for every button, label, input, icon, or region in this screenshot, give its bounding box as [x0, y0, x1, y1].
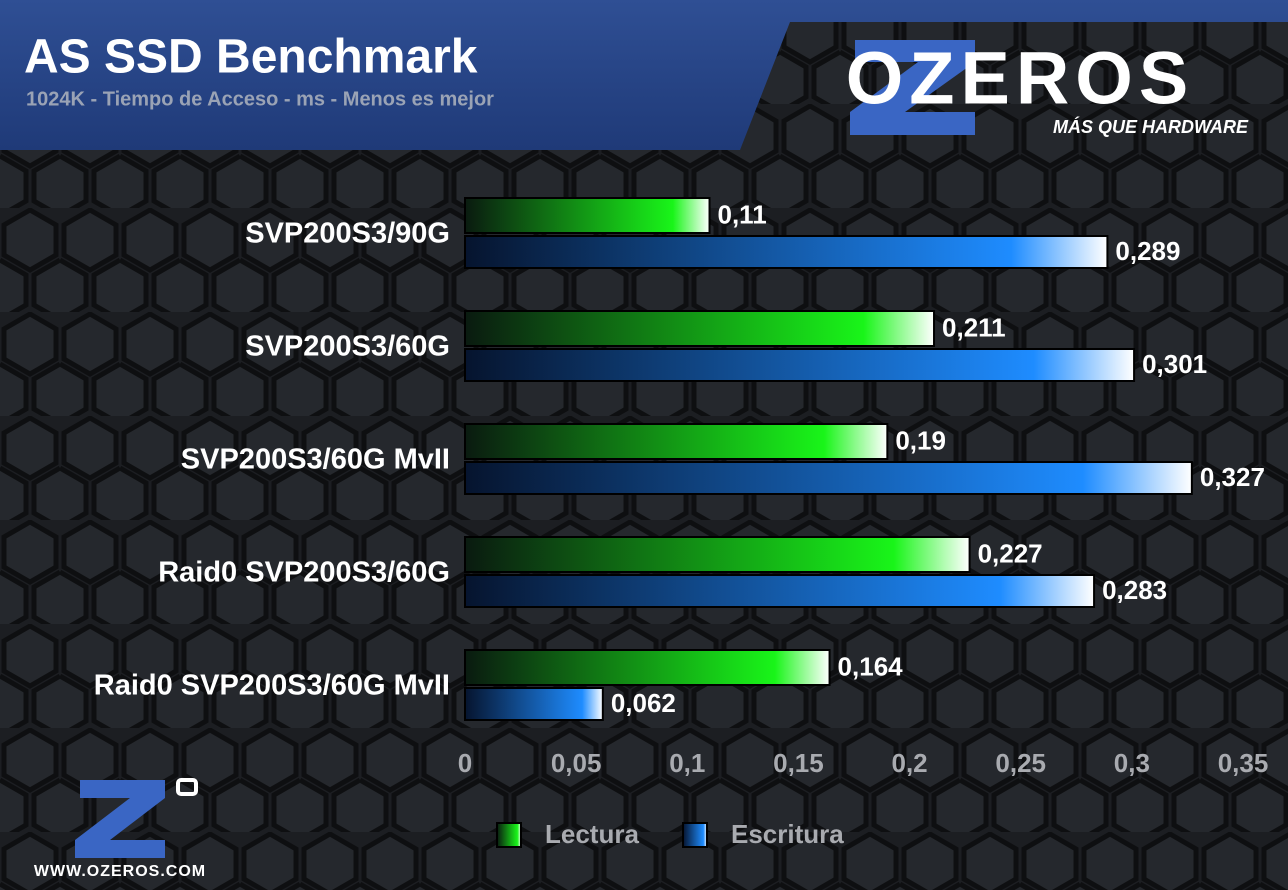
chart-subtitle: 1024K - Tiempo de Acceso - ms - Menos es…	[26, 88, 494, 110]
bar	[464, 461, 1193, 495]
category-label: SVP200S3/60G	[245, 331, 450, 363]
value-label: 0,327	[1200, 462, 1265, 492]
x-tick-label: 0	[458, 748, 472, 778]
category-label: Raid0 SVP200S3/60G MvII	[94, 670, 450, 702]
bar	[464, 348, 1136, 382]
bar	[464, 649, 831, 686]
x-tick-label: 0,25	[995, 748, 1046, 778]
chart-title: AS SSD Benchmark	[24, 31, 478, 84]
category-label: SVP200S3/60G MvII	[181, 444, 450, 476]
category-label: Raid0 SVP200S3/60G	[158, 557, 450, 589]
x-tick-label: 0,15	[773, 748, 824, 778]
bar	[464, 310, 936, 347]
bar	[464, 536, 971, 573]
bar	[464, 197, 711, 234]
legend-swatch	[682, 822, 708, 848]
footer-logo	[75, 780, 165, 858]
value-label: 0,301	[1142, 349, 1207, 379]
x-tick-label: 0,1	[669, 748, 705, 778]
bar	[464, 235, 1109, 269]
legend-swatch	[496, 822, 522, 848]
bar	[464, 574, 1096, 608]
bar	[464, 423, 889, 460]
value-label: 0,227	[978, 538, 1043, 568]
category-label: SVP200S3/90G	[245, 218, 450, 250]
logo-name: OZEROS	[846, 37, 1194, 120]
x-tick-label: 0,05	[551, 748, 602, 778]
value-label: 0,062	[611, 688, 676, 718]
header-band	[0, 0, 1288, 150]
value-label: 0,164	[838, 651, 904, 681]
footer-url: WWW.OZEROS.COM	[34, 863, 206, 880]
logo-z	[850, 40, 975, 135]
x-tick-label: 0,35	[1218, 748, 1269, 778]
logo-tagline: MÁS QUE HARDWARE	[1053, 116, 1249, 137]
footer-logo-dot	[176, 778, 198, 796]
x-tick-label: 0,3	[1114, 748, 1150, 778]
bar	[464, 687, 604, 721]
legend-label: Escritura	[731, 819, 844, 849]
value-label: 0,211	[942, 312, 1006, 342]
value-label: 0,19	[895, 425, 946, 455]
x-tick-label: 0,2	[891, 748, 927, 778]
legend-label: Lectura	[545, 819, 639, 849]
value-label: 0,283	[1102, 575, 1167, 605]
value-label: 0,289	[1115, 236, 1180, 266]
value-label: 0,11	[718, 199, 767, 229]
